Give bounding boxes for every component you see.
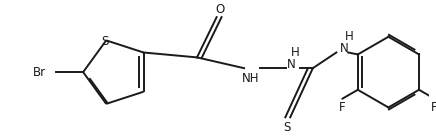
Text: F: F <box>431 101 436 114</box>
Text: H: H <box>291 46 300 59</box>
Text: S: S <box>283 121 291 134</box>
Text: H: H <box>345 30 354 43</box>
Text: Br: Br <box>33 66 46 79</box>
Text: F: F <box>339 101 346 114</box>
Text: N: N <box>287 58 296 71</box>
Text: N: N <box>340 42 349 55</box>
Text: O: O <box>215 3 224 16</box>
Text: NH: NH <box>242 72 260 85</box>
Text: S: S <box>102 35 109 48</box>
